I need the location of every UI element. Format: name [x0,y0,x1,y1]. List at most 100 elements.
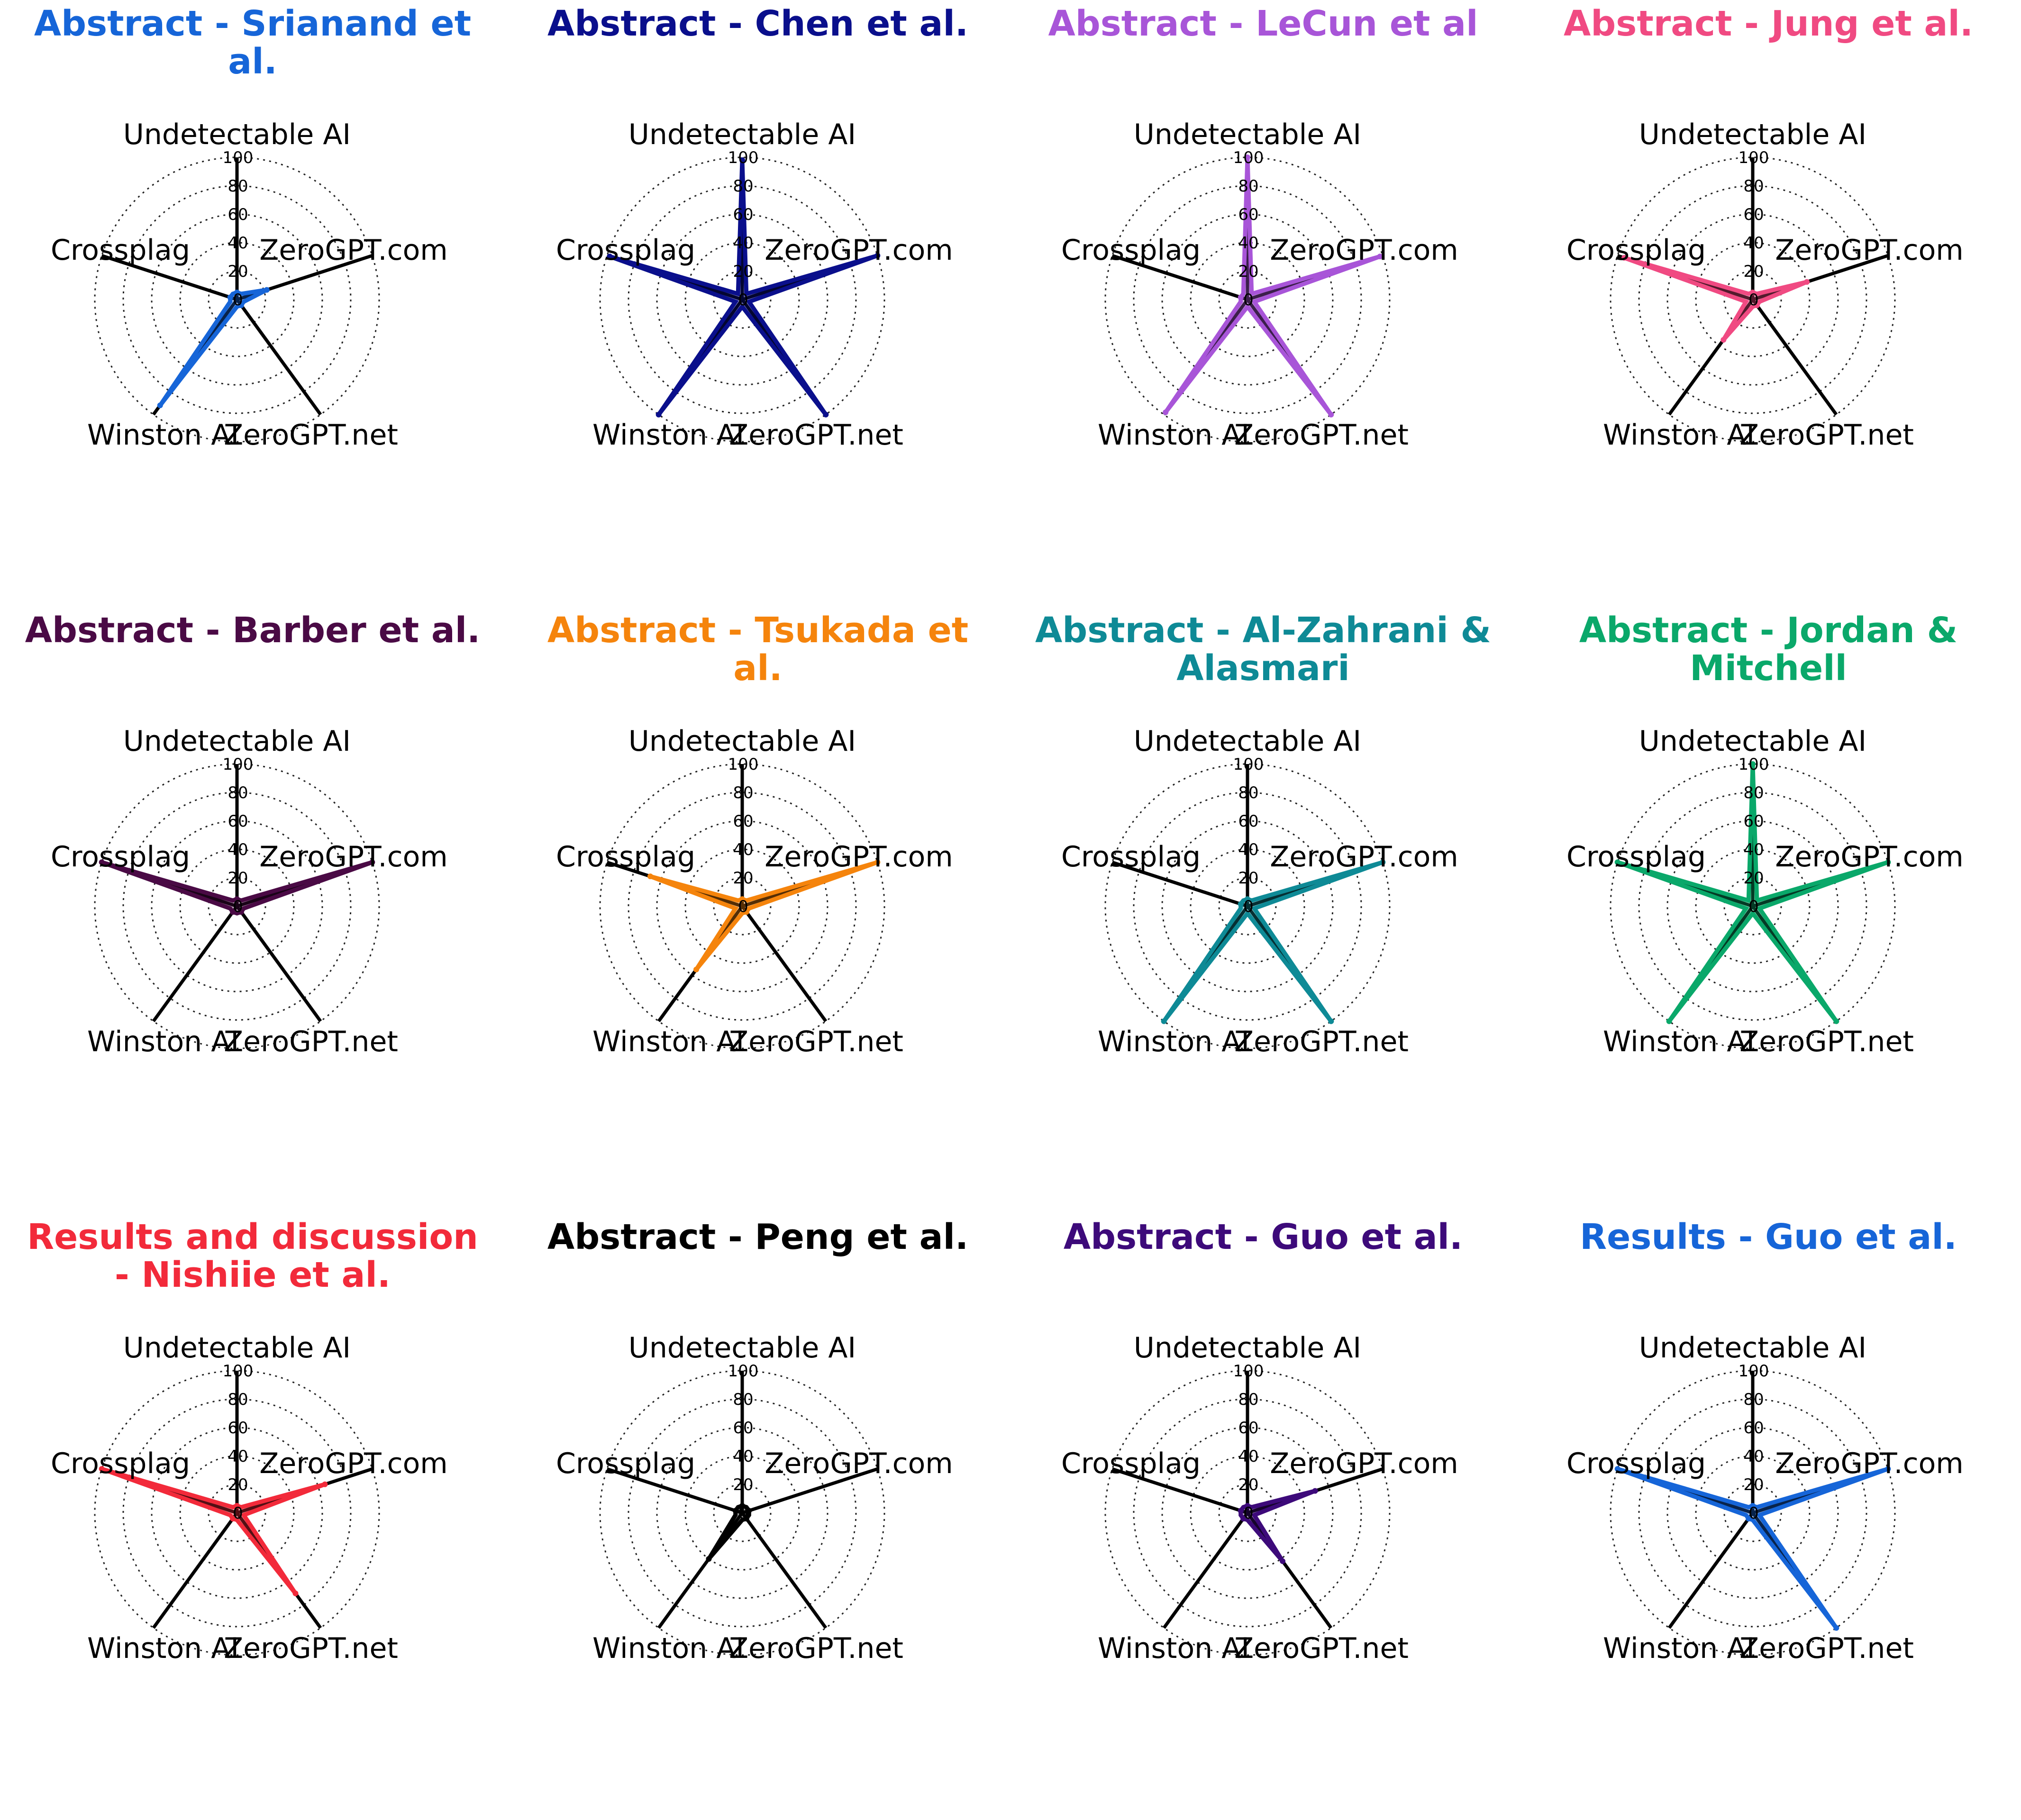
axis-label: ZeroGPT.net [224,1025,398,1058]
tick-label: 100 [1739,148,1769,167]
data-point [1750,1503,1756,1509]
axis-label: Crossplag [1061,1447,1201,1480]
grid-ring [1104,1370,1391,1656]
tick-label: 0 [1243,897,1254,916]
data-point [746,1508,752,1514]
radar-panel: Abstract - LeCun et al 0 20 40 60 80 100 Undet… [1010,0,1516,607]
tick-label: 40 [733,840,753,859]
tick-label: 40 [1238,1447,1258,1466]
data-point [1754,302,1760,309]
grid-ring [1723,1483,1782,1542]
data-area [1238,1489,1316,1563]
axis-label: Crossplag [51,234,190,267]
tick-label: 60 [228,205,248,224]
tick-label: 100 [223,148,254,167]
axis-label: Winston AI [592,1632,744,1665]
radar-panel: Abstract - Jung et al. 0 20 40 60 80 100 Undet… [1516,0,2021,607]
panel-title: Abstract - Jordan & Mitchell [1579,610,1958,689]
tick-label: 60 [733,205,753,224]
grid-ring [208,877,266,936]
data-point [874,859,881,865]
grid-ring [208,1483,266,1542]
data-point [99,859,105,865]
axis-label: ZeroGPT.net [1234,419,1409,452]
tick-label: 40 [1743,840,1764,859]
axis-label: Undetectable AI [1134,725,1361,758]
axis-label: Crossplag [51,1447,190,1480]
axis-label: ZeroGPT.net [729,419,903,452]
panel-title: Abstract - Guo et al. [1063,1217,1463,1257]
grid-ring [1104,763,1391,1049]
axis-spoke [657,1511,744,1629]
data-point [1614,1466,1620,1472]
tick-label: 100 [1233,148,1264,167]
axis-label: ZeroGPT.com [1775,840,1964,874]
grid-ring [1218,1483,1277,1542]
axis-label: Undetectable AI [1134,118,1361,151]
grid-ring [94,1370,380,1656]
tick-label: 0 [1748,897,1759,916]
grid-ring [628,1398,857,1628]
tick-label: 40 [733,1447,753,1466]
panel-title: Results and discussion - Nishiie et al. [27,1217,478,1295]
grid-ring [1104,156,1391,443]
axis-label: Undetectable AI [123,1331,351,1365]
axis-label: ZeroGPT.com [1775,234,1964,267]
tick-label: 80 [228,783,248,802]
data-point [1238,294,1244,300]
grid-ring [1133,185,1362,414]
axis-label: ZeroGPT.net [1739,1025,1914,1058]
data-point [1380,859,1386,865]
tick-label: 40 [1238,234,1258,253]
data-point [739,896,745,902]
grid-ring [684,242,800,357]
grid-ring [122,1398,352,1628]
data-point [322,1481,328,1487]
tick-label: 80 [1238,783,1258,802]
axis-spoke [1246,1511,1333,1629]
axis-label: Undetectable AI [628,725,856,758]
data-point [1238,1508,1244,1514]
grid-ring [1695,1455,1811,1571]
grid-ring [1723,270,1782,329]
data-area [101,1466,326,1595]
axis-label: Undetectable AI [1639,725,1866,758]
tick-label: 100 [1739,755,1769,774]
axis-label: Winston AI [87,1632,239,1665]
data-point [732,1508,738,1514]
data-point [1885,859,1891,865]
panel-title: Results - Guo et al. [1580,1217,1957,1257]
axis-spoke [1111,860,1248,908]
data-point [234,1503,240,1509]
data-point [1666,1018,1672,1024]
axis-spoke [1751,298,1838,416]
axis-label: Winston AI [87,419,239,452]
grid-ring [94,763,380,1049]
tick-label: 0 [738,897,748,916]
axis-label: Undetectable AI [123,725,351,758]
data-point [1833,1018,1839,1024]
data-point [1245,1503,1250,1509]
axis-spoke [1752,254,1889,301]
axis-label: Undetectable AI [1639,118,1866,151]
tick-label: 80 [733,783,753,802]
radar-panel: Abstract - Peng et al. 0 20 40 60 80 100 Undet… [505,1213,1010,1820]
tick-label: 80 [1238,1390,1258,1409]
axis-spoke [741,1511,828,1629]
axis-label: Winston AI [1098,1025,1249,1058]
axis-label: ZeroGPT.net [729,1632,903,1665]
data-point [227,294,233,300]
grid-ring [179,242,295,357]
grid-ring [1638,1398,1867,1628]
grid-ring [599,763,885,1049]
data-point [234,896,240,902]
axis-label: Winston AI [592,1025,744,1058]
tick-label: 60 [1238,205,1258,224]
panel-title: Abstract - Srianand et al. [34,3,472,82]
tick-label: 80 [1743,783,1764,802]
tick-label: 40 [228,234,248,253]
tick-label: 100 [728,1362,759,1381]
